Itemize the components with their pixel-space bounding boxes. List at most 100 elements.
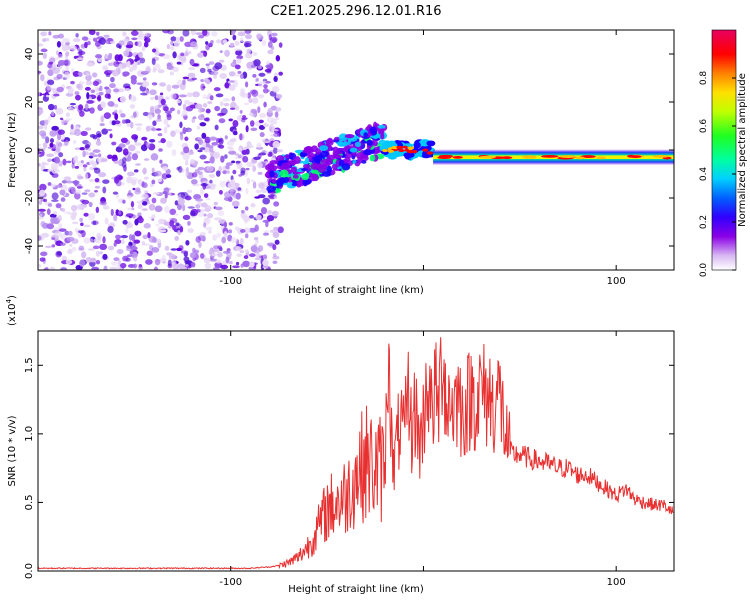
spectrogram-noise-blob	[231, 61, 237, 67]
spectrogram-noise-blob	[61, 44, 68, 52]
spectrogram-noise-blob	[182, 30, 190, 37]
spectrogram-noise-blob	[38, 200, 43, 205]
spectrogram-noise-blob	[42, 52, 47, 59]
snr-scale-note: (x104)	[5, 295, 18, 326]
spectrogram-noise-blob	[128, 233, 133, 241]
spectrogram-ytick-label: 40	[24, 48, 35, 61]
spectrogram-noise-blob	[51, 166, 57, 174]
spectrogram-noise-blob	[73, 74, 80, 77]
spectrogram-peak-halo	[426, 140, 436, 147]
spectrogram-noise-blob	[89, 152, 95, 156]
spectrogram-noise-blob	[51, 192, 59, 200]
spectrogram-noise-blob	[152, 48, 157, 53]
spectrogram-noise-blob	[177, 165, 183, 173]
spectrogram-noise-blob	[242, 71, 248, 79]
spectrogram-noise-blob	[157, 113, 161, 121]
spectrogram-noise-blob	[157, 69, 165, 74]
spectrogram-noise-blob	[208, 229, 212, 234]
spectrogram-noise-blob	[197, 211, 205, 217]
spectrogram-noise-blob	[166, 84, 172, 92]
spectrogram-peak-halo	[403, 152, 415, 158]
spectrogram-noise-blob	[126, 171, 135, 177]
spectrogram-noise-blob	[94, 189, 98, 193]
spectrogram-noise-blob	[146, 250, 153, 256]
spectrogram-noise-blob	[267, 41, 273, 48]
spectrogram-noise-blob	[49, 213, 57, 218]
spectrogram-noise-blob	[44, 266, 49, 270]
spectrogram-noise-blob	[67, 186, 76, 194]
spectrogram-noise-blob	[86, 40, 91, 46]
spectrogram-xtick-label: 100	[607, 276, 626, 287]
spectrogram-noise-blob	[278, 42, 283, 48]
spectrogram-noise-blob	[207, 100, 213, 105]
spectrogram-noise-blob	[176, 99, 181, 104]
spectrogram-noise-blob	[95, 130, 102, 138]
colorbar-tick-label: 0.6	[699, 119, 709, 134]
spectrogram-noise-blob	[164, 110, 173, 114]
spectrogram-noise-blob	[87, 213, 96, 221]
spectrogram-noise-blob	[51, 199, 59, 202]
spectrogram-noise-blob	[184, 159, 189, 166]
spectrogram-noise-blob	[78, 245, 84, 250]
spectrogram-noise-blob	[90, 89, 96, 94]
spectrogram-noise-blob	[80, 222, 84, 227]
spectrogram-noise-blob	[130, 30, 139, 36]
spectrogram-noise-blob	[98, 91, 104, 96]
spectrogram-noise-blob	[57, 129, 65, 136]
spectrogram-noise-blob	[225, 256, 230, 264]
spectrogram-noise-blob	[237, 187, 242, 191]
spectrogram-noise-blob	[197, 149, 203, 153]
spectrogram-noise-blob	[174, 200, 179, 206]
spectrogram-noise-blob	[39, 189, 45, 197]
spectrogram-noise-blob	[166, 114, 172, 121]
spectrogram-noise-blob	[39, 183, 47, 191]
spectrogram-noise-blob	[275, 55, 281, 62]
spectrogram-noise-blob	[100, 158, 108, 163]
spectrogram-noise-blob	[70, 124, 74, 130]
spectrogram-noise-blob	[40, 48, 48, 53]
spectrogram-noise-blob	[188, 50, 192, 55]
colorbar-gradient	[711, 29, 737, 271]
spectrogram-noise-blob	[147, 111, 153, 115]
spectrogram-noise-blob	[85, 256, 93, 263]
spectrogram-noise-blob	[203, 222, 207, 228]
spectrogram-noise-blob	[256, 33, 262, 39]
spectrogram-noise-blob	[107, 62, 114, 66]
spectrogram-noise-blob	[166, 124, 171, 128]
spectrogram-noise-blob	[215, 93, 224, 98]
spectrogram-noise-blob	[256, 142, 262, 148]
spectrogram-onset-blob	[284, 154, 290, 159]
spectrogram-noise-blob	[129, 66, 134, 73]
spectrogram-noise-blob	[58, 152, 64, 158]
spectrogram-noise-blob	[255, 189, 262, 194]
spectrogram-noise-blob	[48, 31, 52, 36]
spectrogram-peak-halo	[421, 154, 431, 159]
spectrogram-noise-blob	[142, 234, 149, 240]
spectrogram-noise-blob	[158, 218, 165, 225]
spectrogram-onset-blob	[296, 180, 302, 188]
spectrogram-onset-blob	[363, 149, 373, 156]
spectrogram-noise-blob	[122, 31, 127, 37]
spectrogram-noise-blob	[258, 81, 263, 88]
spectrogram-noise-blob	[200, 182, 208, 187]
spectrogram-noise-blob	[244, 206, 249, 211]
spectrogram-noise-blob	[219, 59, 225, 63]
spectrogram-noise-blob	[49, 130, 57, 137]
spectrogram-noise-blob	[79, 110, 85, 117]
spectrogram-noise-blob	[39, 257, 46, 262]
spectrogram-noise-blob	[98, 37, 106, 45]
spectrogram-onset-blob	[304, 157, 310, 164]
spectrogram-onset-blob	[369, 154, 376, 162]
spectrogram-noise-blob	[237, 31, 246, 37]
spectrogram-noise-blob	[229, 107, 236, 111]
spectrogram-noise-blob	[113, 242, 117, 247]
spectrogram-noise-blob	[184, 136, 189, 142]
spectrogram-noise-blob	[73, 140, 77, 144]
spectrogram-noise-blob	[155, 118, 162, 122]
spectrogram-noise-blob	[273, 117, 280, 121]
spectrogram-noise-blob	[99, 243, 108, 251]
spectrogram-noise-blob	[113, 214, 118, 222]
spectrogram-noise-blob	[162, 166, 169, 171]
spectrogram-noise-blob	[243, 102, 250, 106]
spectrogram-noise-blob	[187, 228, 194, 234]
